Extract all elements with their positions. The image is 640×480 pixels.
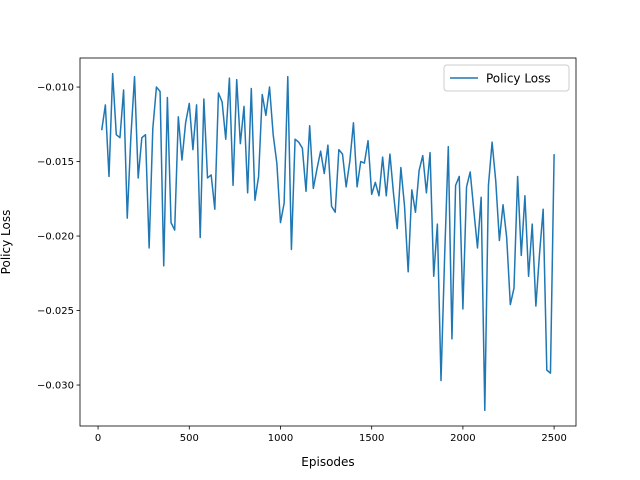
- x-tick-label: 2000: [450, 433, 475, 444]
- line-series: [100, 72, 555, 412]
- x-tick-label: 1500: [359, 433, 384, 444]
- y-tick-label: −0.030: [37, 381, 74, 392]
- y-tick-label: −0.015: [37, 157, 74, 168]
- y-tick-label: −0.010: [37, 83, 74, 94]
- y-tick-label: −0.020: [37, 232, 74, 243]
- plot-frame: [79, 57, 577, 427]
- y-axis-label: Policy Loss: [0, 210, 13, 275]
- x-axis-label: Episodes: [301, 455, 354, 469]
- x-tick-label: 0: [95, 433, 101, 444]
- x-tick-label: 2500: [541, 433, 566, 444]
- legend-label: Policy Loss: [486, 72, 551, 86]
- x-tick-label: 500: [180, 433, 199, 444]
- legend-box: [443, 64, 570, 92]
- x-tick-label: 1000: [268, 433, 293, 444]
- y-tick-label: −0.025: [37, 306, 74, 317]
